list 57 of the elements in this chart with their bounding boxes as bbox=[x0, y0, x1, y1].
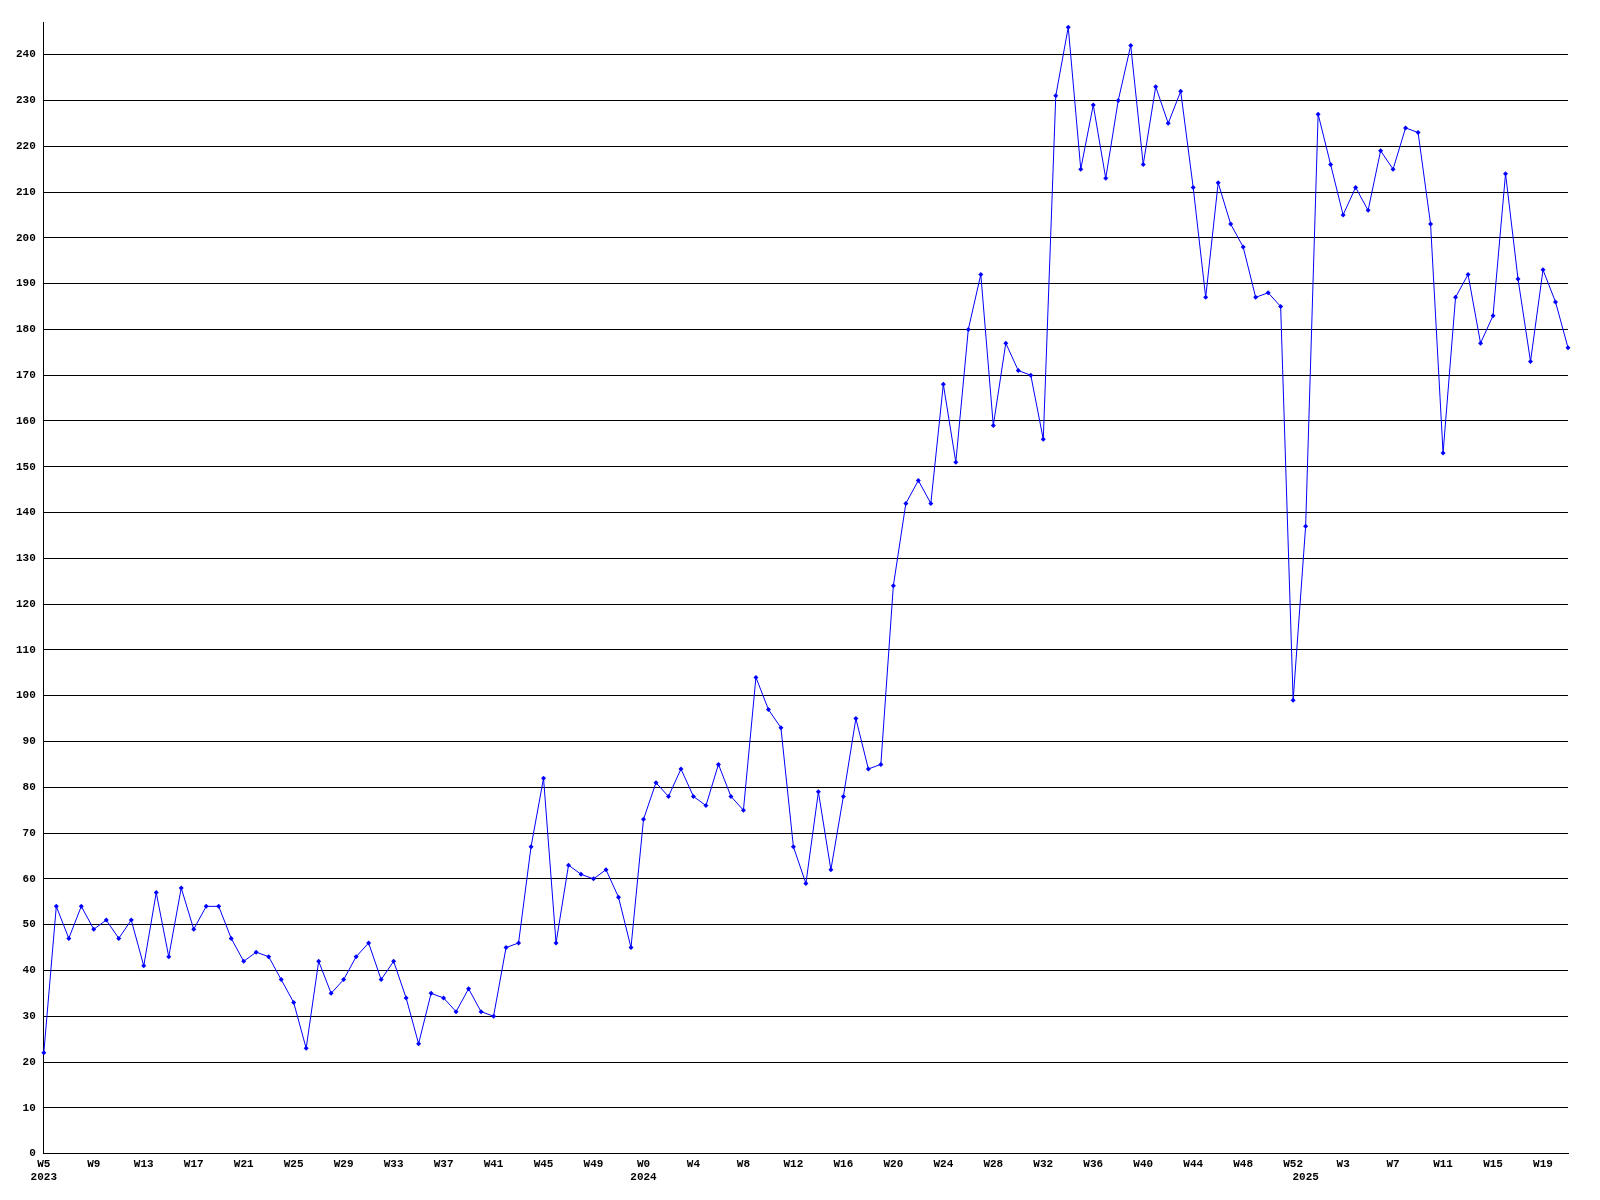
x-tick-label: W16 bbox=[833, 1157, 854, 1170]
y-tick-label: 120 bbox=[15, 597, 36, 610]
x-tick-label: W32 bbox=[1033, 1157, 1054, 1170]
x-tick-label: W52 bbox=[1283, 1157, 1304, 1170]
y-tick-label: 30 bbox=[22, 1010, 36, 1022]
y-tick-label: 0 bbox=[29, 1147, 36, 1160]
y-tick-label: 240 bbox=[15, 48, 36, 61]
x-tick-label: W11 bbox=[1433, 1157, 1454, 1170]
x-tick-label: W12 bbox=[783, 1157, 804, 1170]
x-tick-label: W25 bbox=[283, 1157, 304, 1170]
x-tick-label: W5 2023 bbox=[30, 1157, 58, 1184]
x-tick-label: 2025 bbox=[1292, 1171, 1320, 1184]
x-tick-label: W4 bbox=[686, 1157, 701, 1170]
x-tick-label: W17 bbox=[183, 1157, 204, 1170]
y-tick-label: 10 bbox=[22, 1101, 36, 1114]
x-tick-label: W15 bbox=[1483, 1157, 1504, 1170]
x-tick-label: W8 bbox=[736, 1157, 751, 1170]
y-tick-label: 210 bbox=[15, 185, 36, 198]
x-tick-label: W13 bbox=[133, 1157, 155, 1170]
x-tick-label: W29 bbox=[333, 1157, 354, 1170]
x-tick-label: W0 2024 bbox=[630, 1157, 658, 1184]
y-tick-label: 20 bbox=[22, 1055, 36, 1068]
y-tick-label: 100 bbox=[15, 689, 36, 702]
x-tick-label: W45 bbox=[533, 1157, 554, 1170]
y-tick-label: 70 bbox=[22, 826, 36, 839]
y-tick-label: 230 bbox=[15, 94, 36, 107]
x-tick-label: W24 bbox=[933, 1157, 954, 1170]
y-tick-label: 140 bbox=[15, 506, 36, 519]
y-tick-label: 90 bbox=[22, 735, 36, 748]
x-tick-label: W28 bbox=[983, 1157, 1004, 1170]
x-tick-label: W37 bbox=[433, 1157, 454, 1170]
x-tick-label: W33 bbox=[383, 1157, 404, 1170]
x-tick-label: W48 bbox=[1233, 1157, 1254, 1170]
y-tick-label: 80 bbox=[22, 781, 36, 794]
y-tick-label: 110 bbox=[15, 643, 36, 656]
x-tick-label: W49 bbox=[583, 1157, 604, 1170]
y-tick-label: 180 bbox=[15, 323, 36, 336]
x-tick-label: W9 bbox=[87, 1157, 101, 1170]
y-tick-label: 130 bbox=[15, 552, 36, 565]
y-tick-label: 170 bbox=[15, 368, 36, 381]
y-tick-label: 150 bbox=[15, 460, 36, 473]
y-tick-label: 220 bbox=[15, 140, 36, 152]
x-tick-label: W40 bbox=[1133, 1157, 1154, 1170]
x-tick-label: W36 bbox=[1083, 1157, 1104, 1170]
y-tick-label: 200 bbox=[15, 231, 36, 244]
x-tick-label: W20 bbox=[883, 1157, 904, 1170]
x-tick-label: W21 bbox=[233, 1157, 254, 1170]
y-tick-label: 60 bbox=[22, 872, 36, 885]
y-tick-label: 160 bbox=[15, 414, 36, 427]
y-tick-label: 50 bbox=[22, 918, 36, 931]
x-tick-label: W7 bbox=[1386, 1157, 1400, 1170]
x-tick-label: W3 bbox=[1336, 1157, 1351, 1170]
x-tick-label: W19 bbox=[1533, 1157, 1553, 1170]
x-tick-label: W41 bbox=[483, 1157, 504, 1170]
y-tick-label: 190 bbox=[15, 277, 36, 290]
y-tick-label: 40 bbox=[22, 964, 36, 977]
x-tick-label: W44 bbox=[1183, 1157, 1204, 1170]
